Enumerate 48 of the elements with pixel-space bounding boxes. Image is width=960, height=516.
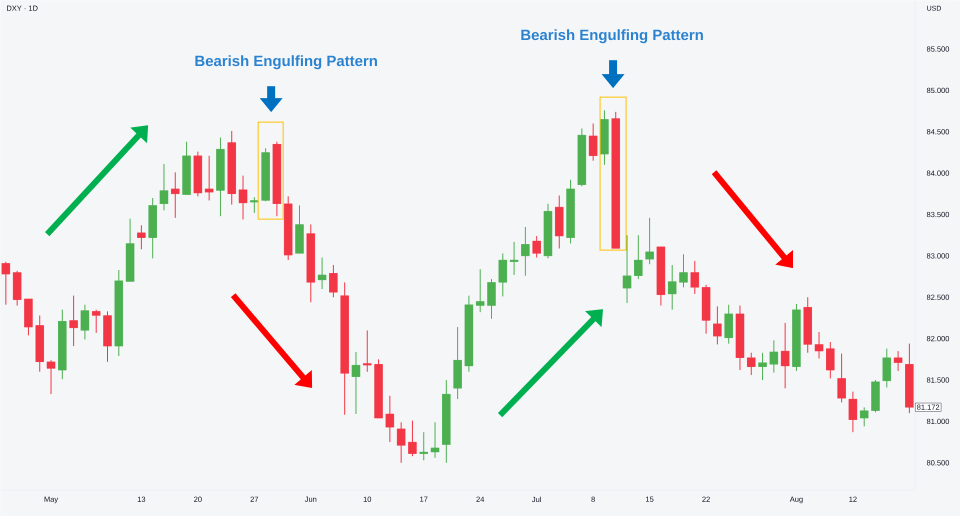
candlestick	[170, 172, 180, 218]
candlestick	[532, 235, 541, 258]
candlestick	[588, 122, 598, 162]
candlestick	[679, 254, 688, 288]
candlestick	[622, 234, 632, 304]
candlestick	[46, 360, 56, 395]
annotation: Bearish Engulfing Pattern	[521, 29, 703, 44]
candlestick	[160, 163, 168, 211]
candlestick	[396, 422, 406, 464]
candlestick	[894, 350, 902, 372]
candlestick	[758, 352, 767, 380]
candlestick	[430, 422, 440, 458]
candlestick	[634, 234, 643, 280]
candlestick	[476, 268, 484, 313]
candlestick	[238, 175, 248, 220]
candlestick	[419, 432, 428, 461]
candlestick	[848, 391, 858, 433]
candlestick	[352, 351, 360, 414]
candlestick	[204, 155, 214, 201]
candlestick	[498, 252, 508, 297]
candlestick	[92, 309, 100, 334]
candlestick	[2, 261, 10, 306]
candlestick	[780, 322, 790, 389]
candlestick	[80, 304, 90, 340]
candlestick	[487, 278, 496, 320]
candlestick	[329, 264, 338, 298]
candlestick	[826, 341, 835, 379]
candlestick	[69, 295, 78, 347]
candlestick	[362, 330, 372, 372]
candlestick	[882, 348, 892, 388]
candlestick	[814, 331, 824, 359]
candlestick	[668, 264, 676, 310]
candlestick	[408, 420, 417, 457]
candlestick	[770, 340, 778, 374]
candlestick	[837, 353, 846, 403]
candlestick	[137, 224, 146, 250]
candlestick	[386, 395, 394, 443]
candlestick	[713, 306, 722, 345]
candlestick	[521, 226, 530, 276]
candlestick	[318, 257, 326, 290]
candlestick	[746, 352, 756, 376]
candlestick	[690, 260, 700, 294]
candlestick	[510, 241, 518, 276]
candlestick	[724, 304, 733, 344]
candlestick	[250, 196, 259, 214]
annotation: Bearish Engulfing Pattern	[195, 55, 377, 70]
candlestick	[860, 406, 868, 427]
candlestick	[645, 217, 654, 265]
